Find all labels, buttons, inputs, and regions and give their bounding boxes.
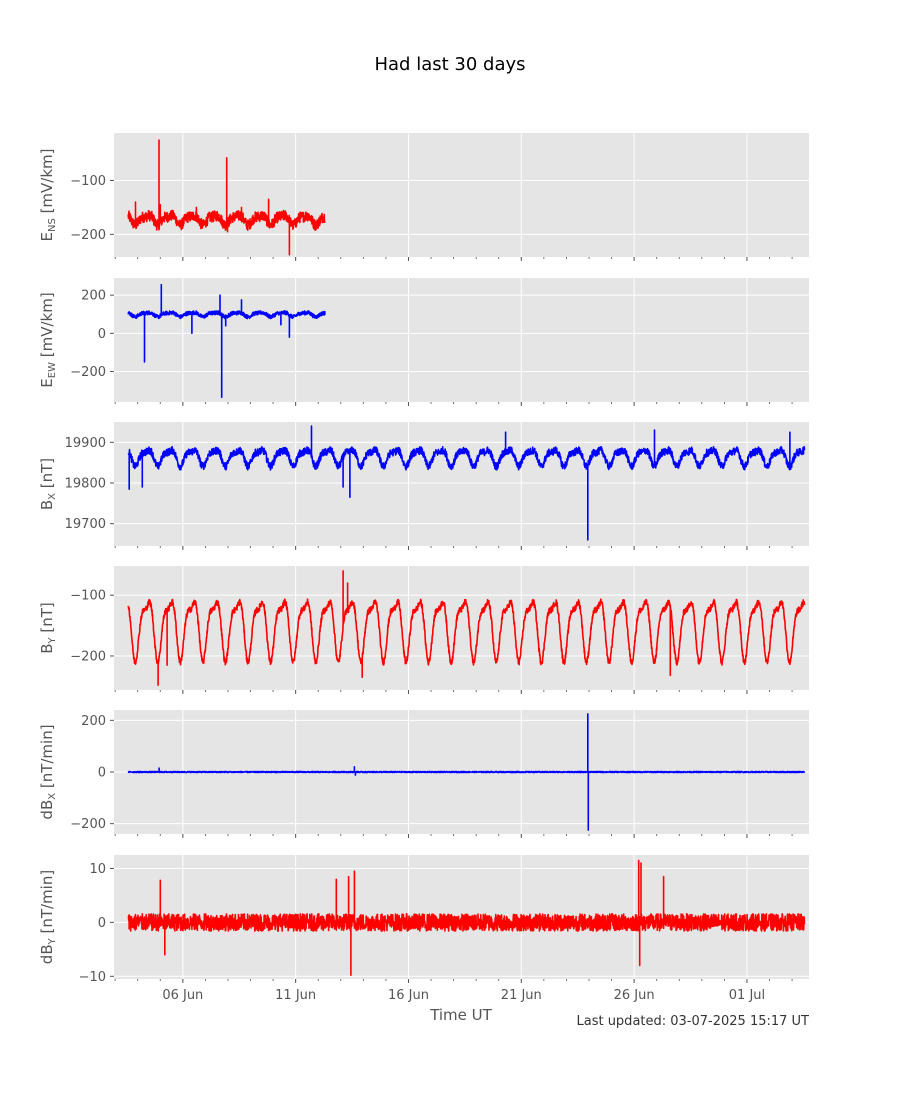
y-tick-label: 19700 [65, 517, 106, 532]
y-tick-label: −200 [70, 365, 106, 380]
panel-background [114, 422, 809, 546]
y-axis-label: BY [nT] [38, 602, 58, 654]
y-axis-label: dBY [nT/min] [38, 870, 58, 964]
y-tick-label: −200 [70, 228, 106, 243]
x-tick-label: 11 Jun [275, 988, 316, 1003]
y-tick-label: −200 [70, 817, 106, 832]
last-updated-text: Last updated: 03-07-2025 15:17 UT [576, 1014, 809, 1029]
y-tick-label: 200 [81, 289, 106, 304]
y-tick-label: 0 [98, 327, 106, 342]
x-tick-label: 26 Jun [614, 988, 655, 1003]
panel-4: −100 −200 BY [nT] [38, 566, 809, 694]
series-line [127, 713, 806, 831]
panel-background [114, 133, 809, 257]
x-tick-label: 01 Jul [729, 988, 765, 1003]
x-tick-label: 16 Jun [388, 988, 429, 1003]
chart-title: Had last 30 days [374, 54, 525, 75]
x-tick-label: 21 Jun [501, 988, 542, 1003]
y-tick-label: −100 [70, 589, 106, 604]
series-line [127, 859, 806, 976]
series-line [127, 283, 326, 398]
panel-6: 10 0 −10 dBY [nT/min] [38, 855, 809, 985]
panel-background [114, 278, 809, 402]
y-tick-label: −10 [79, 970, 106, 985]
series-line [127, 570, 806, 686]
y-axis-label: dBX [nT/min] [38, 724, 58, 819]
series-line [127, 425, 806, 541]
x-axis-label: Time UT [429, 1006, 492, 1024]
panel-2: 200 0 −200 EEW [mV/km] [38, 278, 809, 406]
y-axis-label: EEW [mV/km] [38, 292, 58, 387]
panel-5: 200 0 −200 dBX [nT/min] [38, 710, 809, 838]
panel-1: −100 −200 ENS [mV/km] [38, 133, 809, 261]
x-tick-label: 06 Jun [162, 988, 203, 1003]
y-axis-label: BX [nT] [38, 458, 58, 510]
y-tick-label: 10 [89, 862, 106, 877]
panel-3: 19900 19800 19700 BX [nT] [38, 422, 809, 550]
y-tick-label: 0 [98, 916, 106, 931]
y-tick-label: 19800 [65, 476, 106, 491]
y-axis-label: ENS [mV/km] [38, 148, 58, 241]
series-line [127, 139, 326, 256]
y-tick-label: 0 [98, 766, 106, 781]
y-tick-label: 19900 [65, 436, 106, 451]
y-tick-label: −100 [70, 174, 106, 189]
y-tick-label: −200 [70, 649, 106, 664]
y-tick-label: 200 [81, 714, 106, 729]
